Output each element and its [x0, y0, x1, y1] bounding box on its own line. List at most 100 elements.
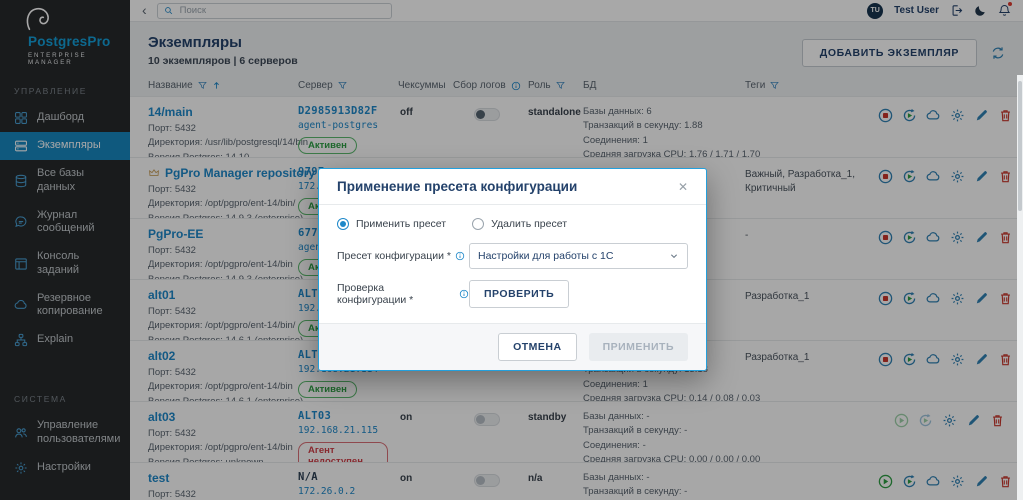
info-icon[interactable]: [455, 251, 465, 261]
cancel-button[interactable]: ОТМЕНА: [498, 333, 577, 361]
edit-icon[interactable]: [974, 108, 989, 123]
instance-name-link[interactable]: alt03: [148, 410, 176, 424]
stop-icon[interactable]: [878, 352, 893, 367]
logout-icon[interactable]: [950, 4, 963, 17]
sidebar-item[interactable]: Все базы данных: [0, 160, 130, 202]
server-link[interactable]: N/A: [298, 471, 318, 483]
add-instance-button[interactable]: ДОБАВИТЬ ЭКЗЕМПЛЯР: [801, 39, 977, 67]
radio-delete-preset[interactable]: Удалить пресет: [472, 218, 567, 230]
backup-icon[interactable]: [926, 291, 941, 306]
scrollbar[interactable]: [1017, 75, 1023, 500]
backup-icon[interactable]: [926, 108, 941, 123]
log-collection-toggle[interactable]: [474, 474, 500, 487]
check-config-button[interactable]: ПРОВЕРИТЬ: [469, 280, 570, 308]
instance-name-link[interactable]: PgPro Manager repository: [165, 166, 316, 180]
server-link[interactable]: ALT03: [298, 410, 332, 422]
instance-name-link[interactable]: PgPro-EE: [148, 227, 204, 241]
sidebar-item[interactable]: Журнал сообщений: [0, 202, 130, 244]
backup-icon[interactable]: [926, 474, 941, 489]
radio-apply-preset[interactable]: Применить пресет: [337, 218, 446, 230]
delete-icon[interactable]: [998, 169, 1013, 184]
log-collection-toggle[interactable]: [474, 108, 500, 121]
sidebar-item[interactable]: Управление пользователями: [0, 412, 130, 454]
edit-icon[interactable]: [974, 474, 989, 489]
stop-icon[interactable]: [878, 291, 893, 306]
server-address[interactable]: 172.2: [298, 181, 327, 192]
restart-icon[interactable]: [902, 169, 917, 184]
restart-icon[interactable]: [902, 108, 917, 123]
settings-icon[interactable]: [950, 352, 965, 367]
settings-icon[interactable]: [950, 474, 965, 489]
stop-icon[interactable]: [878, 230, 893, 245]
sidebar-item[interactable]: Explain: [0, 326, 130, 354]
filter-icon[interactable]: [770, 81, 780, 90]
db-tps: Транзакций в секунду: -: [583, 486, 688, 498]
server-address[interactable]: 192.168.21.115: [298, 425, 379, 436]
edit-icon[interactable]: [974, 291, 989, 306]
server-address[interactable]: agent: [298, 242, 327, 253]
edit-icon[interactable]: [974, 352, 989, 367]
search-input[interactable]: [177, 4, 385, 17]
delete-icon[interactable]: [998, 230, 1013, 245]
info-icon[interactable]: [459, 289, 469, 299]
restart-icon[interactable]: [902, 352, 917, 367]
instance-name-link[interactable]: test: [148, 471, 170, 485]
settings-icon[interactable]: [950, 169, 965, 184]
search-box[interactable]: [156, 2, 392, 19]
server-address[interactable]: agent-postgres: [298, 120, 379, 131]
sort-asc-icon[interactable]: [212, 81, 221, 90]
start-icon[interactable]: [894, 413, 909, 428]
instance-name-link[interactable]: alt02: [148, 349, 176, 363]
server-link[interactable]: ALT0: [298, 288, 325, 300]
delete-icon[interactable]: [998, 108, 1013, 123]
server-link[interactable]: D2985913D82F: [298, 105, 378, 117]
delete-icon[interactable]: [990, 413, 1005, 428]
sidebar-item[interactable]: Экземпляры: [0, 132, 130, 160]
dark-mode-icon[interactable]: [974, 4, 987, 17]
edit-icon[interactable]: [974, 230, 989, 245]
sidebar-item[interactable]: Резервное копирование: [0, 285, 130, 327]
start-icon[interactable]: [878, 474, 893, 489]
settings-icon[interactable]: [950, 291, 965, 306]
stop-icon[interactable]: [878, 108, 893, 123]
apply-button[interactable]: ПРИМЕНИТЬ: [588, 333, 688, 361]
avatar[interactable]: TU: [867, 2, 884, 19]
restart-icon[interactable]: [902, 474, 917, 489]
settings-icon[interactable]: [942, 413, 957, 428]
settings-icon[interactable]: [950, 230, 965, 245]
delete-icon[interactable]: [998, 352, 1013, 367]
refresh-icon[interactable]: [991, 46, 1005, 60]
stop-icon[interactable]: [878, 169, 893, 184]
preset-select[interactable]: Настройки для работы с 1С: [469, 243, 688, 269]
edit-icon[interactable]: [974, 169, 989, 184]
delete-icon[interactable]: [998, 291, 1013, 306]
scrollbar-thumb[interactable]: [1018, 81, 1022, 211]
backup-icon[interactable]: [926, 352, 941, 367]
instance-name-link[interactable]: 14/main: [148, 105, 193, 119]
sidebar-item[interactable]: Настройки: [0, 454, 130, 482]
back-chevron-icon[interactable]: ‹: [142, 1, 147, 18]
restart-icon[interactable]: [902, 291, 917, 306]
backup-icon[interactable]: [926, 230, 941, 245]
backup-icon[interactable]: [926, 169, 941, 184]
log-collection-toggle[interactable]: [474, 413, 500, 426]
server-address[interactable]: 192.1: [298, 303, 327, 314]
server-link[interactable]: 677E: [298, 227, 325, 239]
delete-icon[interactable]: [998, 474, 1013, 489]
filter-icon[interactable]: [555, 81, 565, 90]
server-address[interactable]: 172.26.0.2: [298, 486, 356, 497]
sidebar-item[interactable]: Дашборд: [0, 104, 130, 132]
filter-icon[interactable]: [197, 81, 207, 90]
restart-icon[interactable]: [918, 413, 933, 428]
instance-name-link[interactable]: alt01: [148, 288, 176, 302]
restart-icon[interactable]: [902, 230, 917, 245]
topbar-right: TU Test User: [867, 2, 1012, 19]
info-icon[interactable]: [511, 81, 521, 91]
settings-icon[interactable]: [950, 108, 965, 123]
edit-icon[interactable]: [966, 413, 981, 428]
notifications-icon[interactable]: [998, 2, 1012, 17]
sidebar-item[interactable]: Консоль заданий: [0, 243, 130, 285]
filter-icon[interactable]: [337, 81, 347, 90]
close-icon[interactable]: ✕: [677, 179, 688, 194]
server-link[interactable]: 9797: [298, 166, 325, 178]
